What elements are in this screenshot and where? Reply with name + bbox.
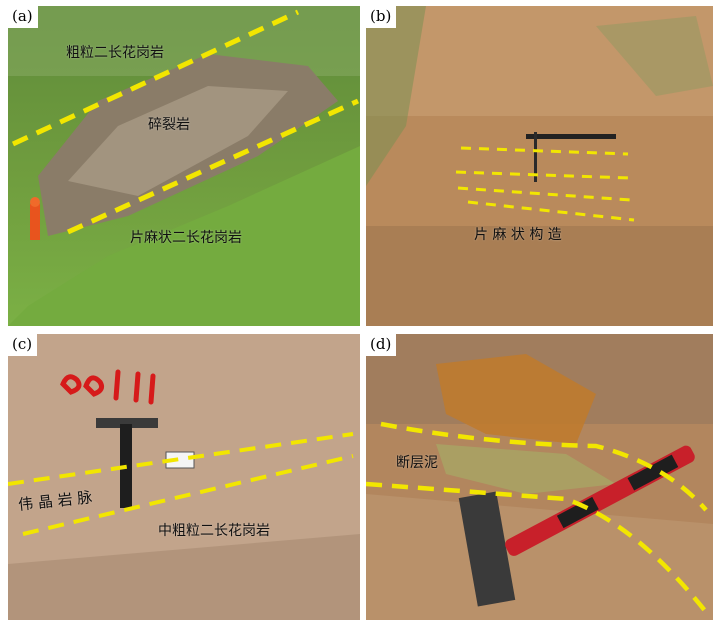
- panel-a-annotation-1: 粗粒二长花岗岩: [66, 45, 164, 61]
- panel-a-annotation-2: 碎裂岩: [148, 117, 190, 133]
- panel-b-label: (b): [366, 6, 397, 28]
- panel-a-label: (a): [8, 6, 38, 28]
- panel-c-photo: (c) 伟 晶 岩 脉 中粗粒二长花岗岩: [8, 334, 360, 620]
- panel-d-photo: (d) 断层泥: [366, 334, 713, 620]
- panel-b-photo: (b) 片 麻 状 构 造: [366, 6, 713, 326]
- panel-d-annotation-1: 断层泥: [396, 455, 438, 471]
- panel-c-annotation-2: 中粗粒二长花岗岩: [158, 523, 270, 539]
- panel-d-label: (d): [366, 334, 397, 356]
- panel-c-label: (c): [8, 334, 38, 356]
- panel-a-annotation-3: 片麻状二长花岗岩: [130, 230, 242, 246]
- panel-b-annotation-1: 片 麻 状 构 造: [474, 227, 562, 243]
- panel-a-photo: (a) 粗粒二长花岗岩 碎裂岩 片麻状二长花岗岩: [8, 6, 360, 326]
